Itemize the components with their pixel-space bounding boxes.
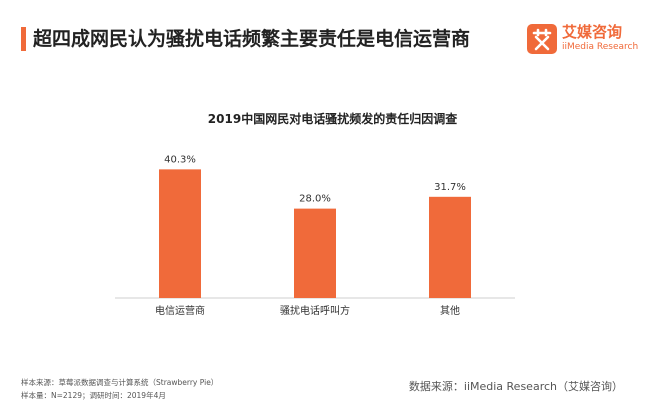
bar-3 <box>429 196 471 298</box>
brand-logo: 艾媒咨询 iiMedia Research <box>527 23 657 57</box>
bar-1 <box>159 169 201 298</box>
logo-name-en: iiMedia Research <box>562 42 639 52</box>
chart-title: 2019中国网民对电话骚扰频发的责任归因调查 <box>207 112 458 126</box>
page-title: 超四成网民认为骚扰电话频繁主要责任是电信运营商 <box>33 28 471 50</box>
sample-size-text: 样本量：N=2129；调研时间：2019年4月 <box>21 391 166 400</box>
sample-notes: 样本来源：草莓派数据调查与计算系统（Strawberry Pie） 样本量：N=… <box>21 376 218 402</box>
bar-chart: 40.3% 电信运营商 28.0% 骚扰电话呼叫方 31.7% 其他 <box>115 154 515 317</box>
data-source-text: 数据来源：iiMedia Research（艾媒咨询） <box>408 380 623 393</box>
sample-source-text: 样本来源：草莓派数据调查与计算系统（Strawberry Pie） <box>21 378 219 387</box>
header: 超四成网民认为骚扰电话频繁主要责任是电信运营商 艾媒咨询 iiMedia Res… <box>0 0 665 70</box>
data-label-1: 40.3% <box>164 154 196 165</box>
iimedia-logo-icon <box>527 24 557 54</box>
data-label-3: 31.7% <box>434 182 466 193</box>
category-label-2: 骚扰电话呼叫方 <box>280 304 350 317</box>
logo-name-cn: 艾媒咨询 <box>562 23 623 41</box>
data-label-2: 28.0% <box>299 194 331 205</box>
title-accent-bar <box>21 27 26 51</box>
category-label-3: 其他 <box>440 304 460 317</box>
bar-2 <box>294 208 336 298</box>
category-label-1: 电信运营商 <box>155 304 205 317</box>
